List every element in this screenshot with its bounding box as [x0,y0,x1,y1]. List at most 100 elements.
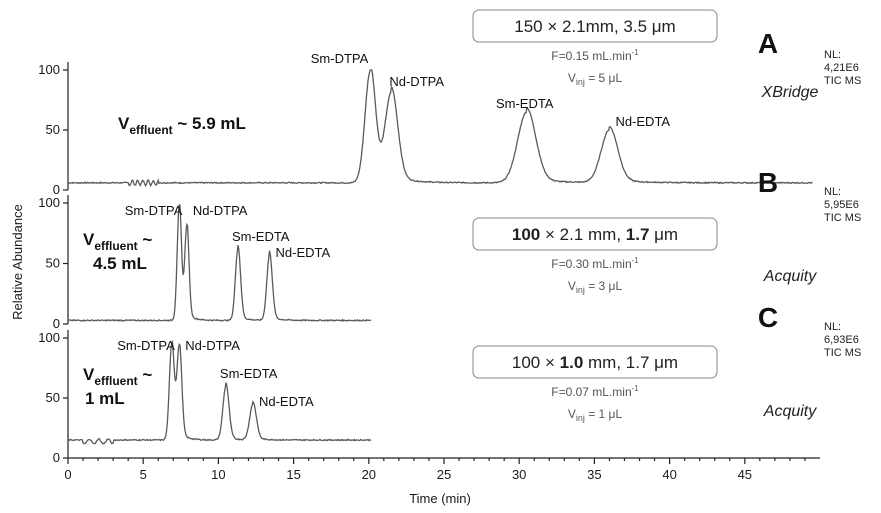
chromatogram-trace-C [67,339,372,445]
inj-value-A: = 5 μL [585,71,623,85]
x-axis-label: Time (min) [409,491,471,506]
annotation-layer: Sm-DTPANd-DTPASm-EDTANd-EDTAAXBridgeNL:4… [83,9,861,423]
injection-volume-B: Vinj = 3 μL [568,279,623,295]
nl-value-B: 5,95E6 [824,199,859,211]
peak-label-B-2: Nd-DTPA [193,203,248,218]
nl-value-A: 4,21E6 [824,62,859,74]
dims-text-A: 150 × 2.1mm, 3.5 μm [514,17,675,36]
v-effluent-B: Veffluent ~ [83,230,152,253]
panel-letter-A: A [758,28,778,59]
y-tick-label-A-100: 100 [38,62,60,77]
x-tick-label-35: 35 [587,467,601,482]
chromatogram-trace-B [68,203,372,322]
y-tick-label-A-0: 0 [53,182,60,197]
flow-rate-C: F=0.07 mL.min-1 [551,384,639,399]
v-effluent-A: Veffluent ~ 5.9 mL [118,114,246,137]
inj-prefix-A: V [568,71,576,85]
y-tick-label-B-50: 50 [46,256,60,271]
y-axis-label: Relative Abundance [10,204,25,320]
column-name-A: XBridge [761,84,819,101]
x-tick-label-20: 20 [362,467,376,482]
inj-value-C: = 1 μL [585,407,623,421]
inj-sub-C: inj [576,413,585,423]
veff-prefix-C: V [83,365,95,384]
inj-sub-A: inj [576,77,585,87]
dims-length-B: 100 [512,225,540,244]
peak-label-C-1: Sm-DTPA [117,338,175,353]
veff-prefix-B: V [83,230,95,249]
y-tick-label-B-0: 0 [53,316,60,331]
veff-sub-B: effluent [94,239,137,253]
peak-label-A-2: Nd-DTPA [389,74,444,89]
column-dims-box-A [472,9,718,43]
y-tick-label-C-50: 50 [46,390,60,405]
veff-value-C: 1 mL [85,389,125,408]
column-name-B: Acquity [763,268,817,285]
y-tick-label-C-0: 0 [53,450,60,465]
veff-value-A: ~ 5.9 mL [173,114,246,133]
column-dims-text-C: 100 × 1.0 mm, 1.7 μm [512,353,678,372]
veff-prefix-A: V [118,114,130,133]
y-tick-label-C-100: 100 [38,330,60,345]
trace-layer [67,69,813,445]
dims-mid-B: × 2.1 mm, [540,225,626,244]
injection-volume-C: Vinj = 1 μL [568,407,623,423]
x-tick-label-25: 25 [437,467,451,482]
nl-label-B: NL: [824,186,841,198]
flow-text-B: F=0.30 mL.min [551,257,631,271]
flow-exp-C: -1 [632,384,640,393]
veff-value-B: 4.5 mL [93,254,147,273]
panel-letter-B: B [758,167,778,198]
peak-label-A-1: Sm-DTPA [311,51,369,66]
peak-label-C-2: Nd-DTPA [185,338,240,353]
column-dims-text-A: 150 × 2.1mm, 3.5 μm [514,17,675,36]
y-tick-label-B-100: 100 [38,195,60,210]
veff-tilde-C: ~ [138,365,153,384]
nl-label-A: NL: [824,49,841,61]
x-tick-label-40: 40 [662,467,676,482]
nl-mode-B: TIC MS [824,212,861,224]
x-tick-label-5: 5 [140,467,147,482]
panel-letter-C: C [758,302,778,333]
x-tick-label-45: 45 [738,467,752,482]
peak-label-C-4: Nd-EDTA [259,394,314,409]
flow-text-A: F=0.15 mL.min [551,49,631,63]
dims-diameter-C: 1.0 [560,353,584,372]
x-tick-label-30: 30 [512,467,526,482]
injection-volume-A: Vinj = 5 μL [568,71,623,87]
inj-sub-B: inj [576,285,585,295]
peak-label-C-3: Sm-EDTA [220,366,278,381]
x-tick-label-10: 10 [211,467,225,482]
veff-sub-C: effluent [94,374,137,388]
inj-value-B: = 3 μL [585,279,623,293]
peak-label-A-4: Nd-EDTA [615,114,670,129]
nl-value-C: 6,93E6 [824,334,859,346]
column-name-C: Acquity [763,403,817,420]
flow-rate-A: F=0.15 mL.min-1 [551,48,639,63]
dims-particle-B: 1.7 [626,225,650,244]
dims-start-C: 100 × [512,353,560,372]
inj-prefix-C: V [568,407,576,421]
peak-label-B-3: Sm-EDTA [232,229,290,244]
peak-label-A-3: Sm-EDTA [496,96,554,111]
y-tick-label-A-50: 50 [46,122,60,137]
column-dims-box-B [472,217,718,251]
x-tick-label-15: 15 [286,467,300,482]
flow-exp-B: -1 [632,256,640,265]
x-tick-label-0: 0 [64,467,71,482]
veff-sub-A: effluent [129,123,172,137]
chromatogram-trace-A [67,69,813,188]
flow-exp-A: -1 [632,48,640,57]
column-dims-text-B: 100 × 2.1 mm, 1.7 μm [512,225,678,244]
v-effluent-C: Veffluent ~ [83,365,152,388]
peak-label-B-4: Nd-EDTA [276,245,331,260]
dims-end-C: mm, 1.7 μm [583,353,678,372]
inj-prefix-B: V [568,279,576,293]
column-dims-box-C [472,345,718,379]
flow-text-C: F=0.07 mL.min [551,385,631,399]
veff-tilde-B: ~ [138,230,153,249]
flow-rate-B: F=0.30 mL.min-1 [551,256,639,271]
peak-label-B-1: Sm-DTPA [125,203,183,218]
